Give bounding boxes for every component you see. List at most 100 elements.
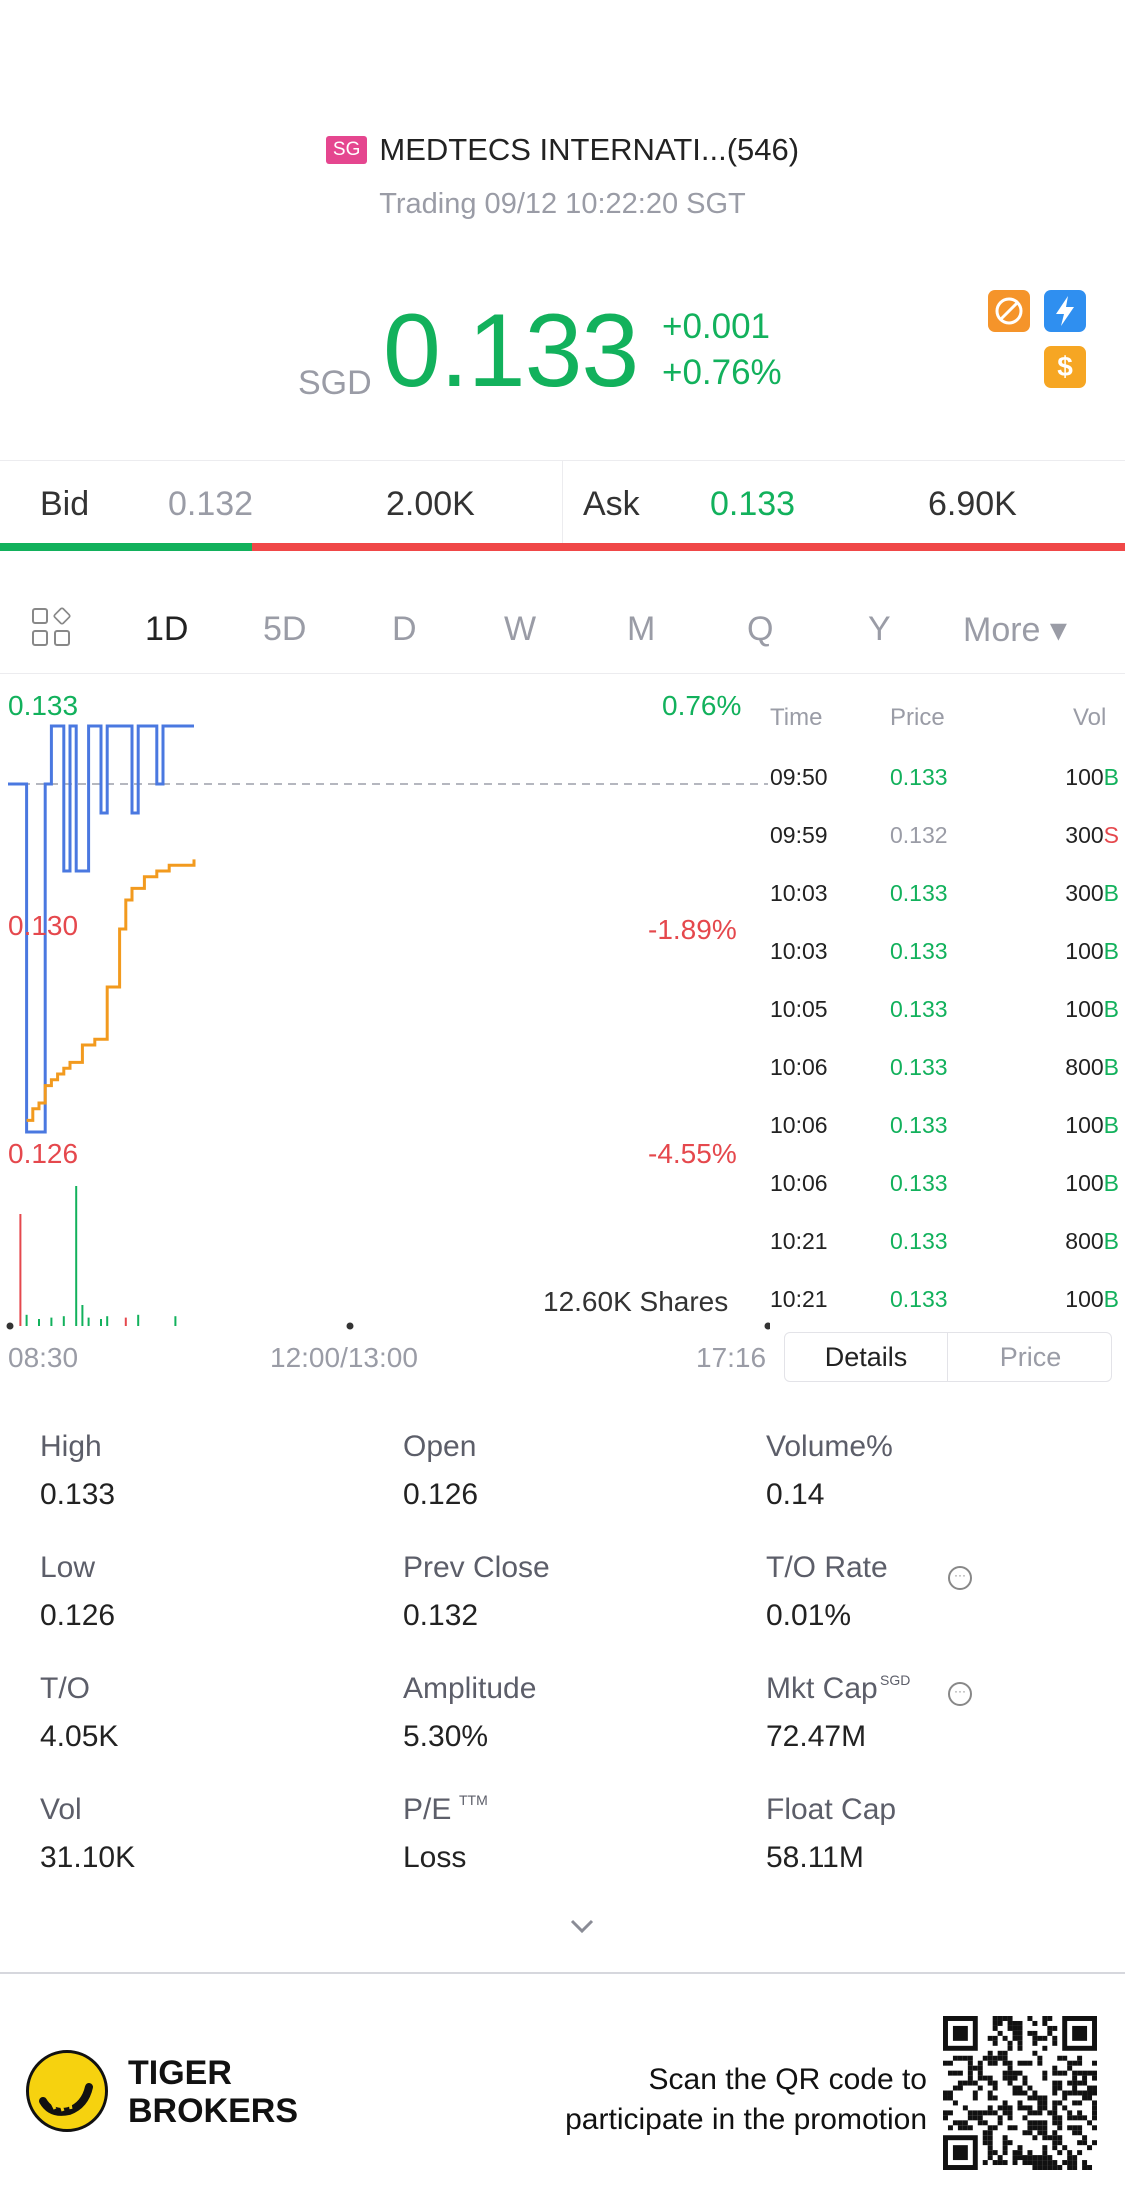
- bid-price: 0.132: [168, 485, 254, 523]
- trade-side: B: [1103, 1112, 1119, 1138]
- trade-side: B: [1103, 1286, 1119, 1312]
- y-label-low: 0.126: [8, 1138, 79, 1169]
- trade-price: 0.133: [890, 1170, 948, 1196]
- stat-value: 5.30%: [403, 1720, 489, 1753]
- promo-text: Scan the QR code to participate in the p…: [565, 2060, 927, 2140]
- trade-volume: 100B: [1065, 1286, 1119, 1312]
- stat-value: 72.47M: [766, 1720, 867, 1753]
- stat-label: Mkt Cap: [766, 1672, 878, 1705]
- tab-price[interactable]: Price: [999, 1342, 1062, 1372]
- trade-volume: 300S: [1065, 822, 1119, 848]
- stat-value: 0.126: [40, 1599, 116, 1632]
- tab-y[interactable]: Y: [868, 610, 891, 648]
- trade-time: 10:06: [770, 1112, 828, 1138]
- stock-name: MEDTECS INTERNATI...(546): [379, 132, 800, 167]
- stat-pe: P/E Loss: [403, 1793, 466, 1875]
- trade-side: B: [1103, 1170, 1119, 1196]
- trade-time: 10:21: [770, 1286, 828, 1312]
- no-shorting-icon[interactable]: [988, 290, 1030, 332]
- bid-label: Bid: [40, 485, 90, 523]
- stat-volume-pct: Volume% 0.14: [766, 1430, 893, 1512]
- stat-high: High 0.133: [40, 1430, 115, 1512]
- trade-volume: 100B: [1065, 938, 1119, 964]
- stat-amplitude: Amplitude 5.30%: [403, 1672, 536, 1754]
- trade-row: 10:21 0.133 100B: [770, 1286, 1125, 1344]
- pct-label-high: 0.76%: [662, 690, 742, 721]
- trades-header-vol: Vol: [1073, 704, 1107, 731]
- trade-price: 0.133: [890, 1054, 948, 1080]
- trades-segment: Details Price: [784, 1332, 1112, 1382]
- trade-volume: 100B: [1065, 1112, 1119, 1138]
- tab-5d[interactable]: 5D: [263, 610, 307, 648]
- tiger-logo-icon: [26, 2050, 108, 2132]
- ttm-superscript: TTM: [459, 1792, 488, 1808]
- x-label-lunch: 12:00/13:00: [270, 1342, 418, 1373]
- stat-value: Loss: [403, 1841, 467, 1874]
- session-marker: [6, 1322, 14, 1330]
- ask-label: Ask: [583, 485, 640, 523]
- trade-side: B: [1103, 996, 1119, 1022]
- y-label-mid: 0.130: [8, 910, 79, 941]
- stat-label: T/O Rate: [766, 1551, 888, 1584]
- trade-price: 0.133: [890, 1286, 948, 1312]
- trade-time: 10:05: [770, 996, 828, 1022]
- trade-time: 10:03: [770, 938, 828, 964]
- dollar-icon[interactable]: $: [1044, 346, 1086, 388]
- more-info-icon[interactable]: ···: [948, 1566, 972, 1590]
- tab-d[interactable]: D: [392, 610, 417, 648]
- session-marker: [346, 1322, 354, 1330]
- intraday-chart[interactable]: 0.133 0.130 0.126 0.76% -1.89% -4.55% 12…: [0, 674, 772, 1394]
- trade-row: 10:05 0.133 100B: [770, 996, 1125, 1054]
- pct-label-low: -4.55%: [648, 1138, 737, 1169]
- tab-details[interactable]: Details: [785, 1333, 948, 1381]
- stat-value: 31.10K: [40, 1841, 136, 1874]
- tab-q[interactable]: Q: [747, 610, 774, 648]
- trade-price: 0.132: [890, 822, 948, 848]
- trade-side: B: [1103, 880, 1119, 906]
- x-label-open: 08:30: [8, 1342, 79, 1373]
- trade-price: 0.133: [890, 938, 948, 964]
- brand-line-2: BROKERS: [128, 2092, 299, 2130]
- tab-m[interactable]: M: [627, 610, 656, 648]
- promo-line-2: participate in the promotion: [565, 2103, 927, 2136]
- promo-footer: TIGER BROKERS Scan the QR code to partic…: [0, 1972, 1125, 2197]
- trade-time: 10:21: [770, 1228, 828, 1254]
- trade-row: 10:06 0.133 100B: [770, 1170, 1125, 1228]
- average-line: [26, 859, 196, 1122]
- more-info-icon[interactable]: ···: [948, 1682, 972, 1706]
- currency-superscript: SGD: [880, 1672, 911, 1688]
- trade-row: 09:50 0.133 100B: [770, 764, 1125, 822]
- expand-chevron-icon[interactable]: [568, 1912, 596, 1940]
- stat-label: Float Cap: [766, 1793, 897, 1826]
- stat-prev-close: Prev Close 0.132: [403, 1551, 550, 1633]
- tab-w[interactable]: W: [504, 610, 537, 648]
- session-marker: [764, 1322, 772, 1330]
- brand-line-1: TIGER: [128, 2054, 232, 2092]
- stat-mkt-cap: Mkt Cap 72.47M: [766, 1672, 878, 1754]
- stat-float-cap: Float Cap 58.11M: [766, 1793, 896, 1875]
- tab-1d[interactable]: 1D: [145, 610, 189, 648]
- trade-row: 10:06 0.133 800B: [770, 1054, 1125, 1112]
- ask-ratio-bar: [252, 543, 1125, 551]
- stat-value: 4.05K: [40, 1720, 119, 1753]
- pct-label-mid: -1.89%: [648, 914, 737, 945]
- stat-open: Open 0.126: [403, 1430, 478, 1512]
- stat-label: Open: [403, 1430, 477, 1463]
- stat-value: 58.11M: [766, 1841, 864, 1874]
- last-price: 0.133: [383, 293, 639, 409]
- more-dropdown[interactable]: More ▾: [963, 611, 1067, 649]
- brand-name: TIGER BROKERS: [128, 2054, 298, 2130]
- trade-row: 10:03 0.133 300B: [770, 880, 1125, 938]
- trade-price: 0.133: [890, 996, 948, 1022]
- currency-label: SGD: [298, 364, 372, 402]
- trade-side: B: [1103, 1054, 1119, 1080]
- chart-svg: [6, 724, 772, 1330]
- qr-code-icon[interactable]: [943, 2016, 1097, 2170]
- trade-time: 09:59: [770, 822, 828, 848]
- trade-price: 0.133: [890, 764, 948, 790]
- flash-icon[interactable]: [1044, 290, 1086, 332]
- stat-label: High: [40, 1430, 102, 1463]
- chart-type-icon[interactable]: [32, 606, 72, 648]
- ask-size: 6.90K: [928, 485, 1017, 523]
- price-change: +0.001 +0.76%: [662, 304, 782, 396]
